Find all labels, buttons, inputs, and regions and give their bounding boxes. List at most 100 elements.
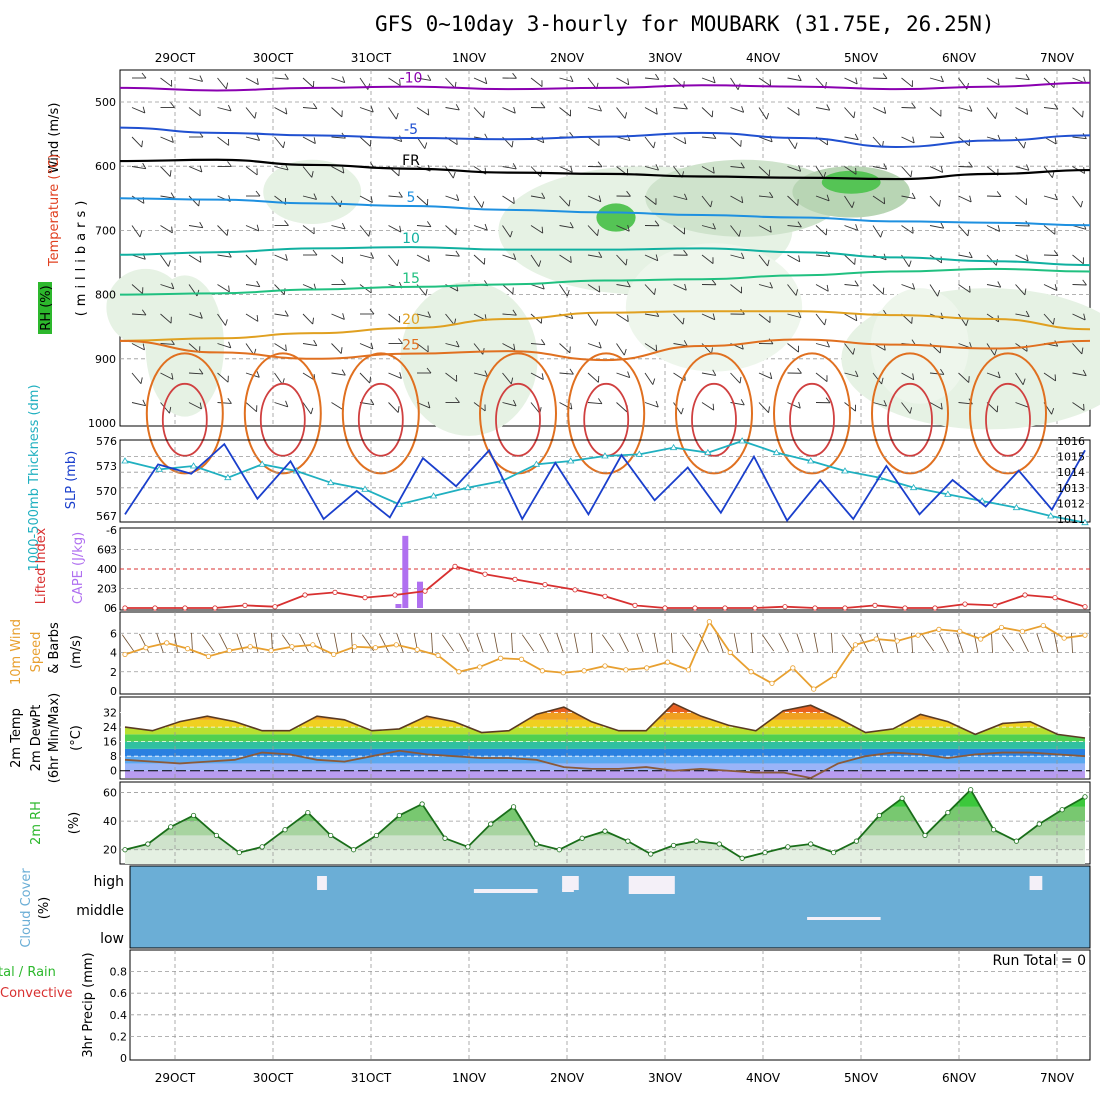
- wind-barb: [331, 369, 346, 376]
- wind-barb: [173, 632, 179, 653]
- wind-barb: [302, 166, 314, 178]
- wind-barb: [644, 195, 657, 205]
- rh-line-point: [145, 841, 151, 847]
- wind-barb: [131, 284, 144, 295]
- wind-barb: [245, 402, 258, 413]
- wind-barb: [331, 76, 346, 83]
- wind-barb: [701, 254, 714, 264]
- lifted-index-line-point: [662, 605, 668, 611]
- thickness-line-point: [532, 460, 541, 467]
- upper-ylabel-rh: RH (%): [39, 285, 54, 330]
- precip-tick: 0.8: [110, 966, 128, 979]
- precip-ylabel-1: tal / Rain: [0, 965, 56, 980]
- wind-barb: [733, 632, 739, 653]
- wind-barb: [302, 136, 316, 144]
- wind-barb: [901, 192, 916, 200]
- wind-barb: [758, 166, 771, 177]
- lifted-index-line-point: [902, 605, 908, 611]
- wind-barb: [796, 633, 804, 653]
- temp-contour-label: 10: [402, 231, 420, 247]
- wind-barb: [388, 107, 399, 120]
- wind-barb: [958, 251, 973, 259]
- wind-barb: [815, 372, 828, 382]
- wind-barb: [758, 191, 774, 198]
- wind-barb: [302, 77, 315, 88]
- rh-line-point: [602, 828, 608, 834]
- wind-speed-line-point: [351, 644, 358, 650]
- wind-barb: [188, 107, 201, 117]
- top-date-label: 2NOV: [550, 51, 585, 65]
- rh-line-point: [625, 838, 631, 844]
- wind-barb: [701, 195, 713, 208]
- wind-barb: [958, 225, 970, 237]
- rh-line-point: [282, 827, 288, 833]
- wind-barb: [929, 107, 942, 117]
- top-date-label: 6NOV: [942, 51, 977, 65]
- top-date-label: 7NOV: [1040, 51, 1075, 65]
- wind-barb: [730, 252, 745, 260]
- wind-barb: [872, 195, 886, 205]
- bottom-date-label: 1NOV: [452, 1071, 487, 1085]
- bottom-date-axis: 29OCT 30OCT 31OCT 1NOV 2NOV 3NOV 4NOV 5NOV 6NOV 7…: [155, 1071, 1075, 1085]
- thickness-tick: 576: [96, 435, 117, 448]
- wind-barb: [1053, 632, 1059, 653]
- wind-barb: [188, 312, 203, 319]
- wind-barb: [844, 254, 856, 265]
- wind-barb: [274, 254, 288, 261]
- wind-barb: [761, 634, 775, 652]
- temp-contour-30: [259, 382, 306, 457]
- lifted-index-line-point: [362, 594, 368, 601]
- bottom-date-label: 30OCT: [253, 1071, 294, 1085]
- top-date-label: 29OCT: [155, 51, 196, 65]
- temp-tick: 24: [103, 721, 117, 734]
- cloud-high-block: [1029, 876, 1043, 890]
- cloud-level-low: low: [100, 931, 124, 947]
- wind-barb: [274, 343, 287, 352]
- rh-shading: [625, 243, 803, 372]
- wind-speed-line-point: [289, 644, 295, 650]
- pressure-tick: 500: [95, 96, 116, 109]
- thickness-line-point: [704, 448, 712, 456]
- wind-speed-line-point: [1019, 628, 1025, 634]
- rh-shading: [263, 159, 362, 224]
- rh-ylabel-1: 2m RH: [29, 801, 44, 845]
- wind-barb: [445, 104, 460, 111]
- wind-barb: [160, 166, 172, 177]
- wind-barb: [445, 372, 458, 382]
- wind-barb: [758, 402, 770, 414]
- upper-ylabel-pres: (millibars): [74, 196, 89, 317]
- wind-barb: [986, 225, 1001, 232]
- rh-line-point: [1059, 807, 1065, 813]
- wind-speed-line-point: [539, 668, 545, 674]
- wind-barb: [730, 225, 742, 237]
- wind-barb: [217, 225, 229, 236]
- wind-barb: [274, 310, 289, 317]
- wind-barb: [493, 632, 499, 653]
- wind-barb: [131, 343, 145, 351]
- wind-barb: [844, 280, 859, 287]
- wind-barb: [601, 634, 615, 652]
- wind-barb: [160, 225, 173, 234]
- rh-shading: [596, 203, 636, 232]
- wind-barb: [331, 279, 346, 285]
- temp-contour-label: -10: [400, 71, 423, 87]
- wind-barb: [673, 402, 684, 415]
- lifted-index-line-point: [242, 602, 248, 609]
- cloud-level-middle: middle: [76, 903, 124, 919]
- temp-band: [125, 741, 1085, 749]
- rh-shading: [400, 281, 538, 436]
- top-date-label: 30OCT: [253, 51, 294, 65]
- wind-barb: [939, 633, 949, 652]
- wind-barb: [673, 193, 688, 201]
- wind-barb: [416, 221, 432, 228]
- temp-contour-30: [887, 382, 933, 457]
- wind-barb: [587, 195, 602, 203]
- temp-contour-30: [567, 352, 646, 475]
- wind-barb: [901, 372, 915, 381]
- wind-barb: [473, 77, 488, 85]
- wind-speed-line-point: [748, 669, 754, 675]
- wind-barb: [388, 402, 400, 413]
- wind-barb: [844, 343, 856, 355]
- wind-barb: [815, 313, 827, 326]
